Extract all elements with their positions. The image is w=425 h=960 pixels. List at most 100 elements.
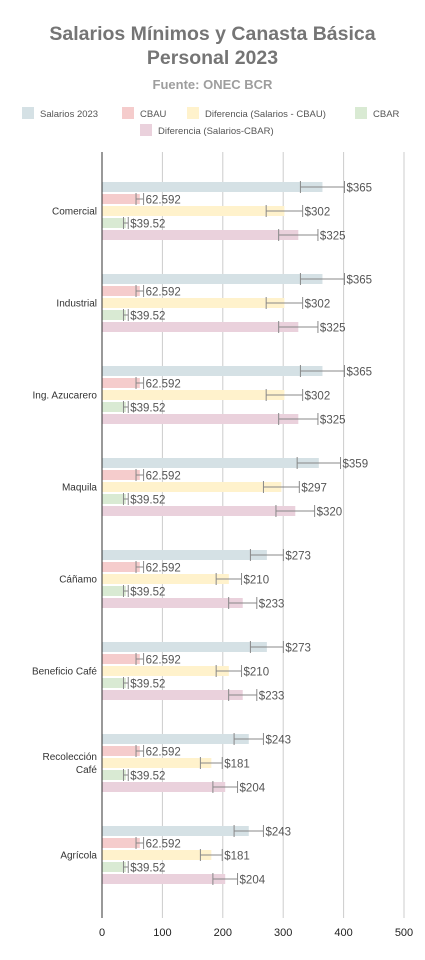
bar-cbar-industrial: [102, 310, 126, 320]
data-label-diferencia-salarios-cbar-comercial: $325: [320, 231, 346, 243]
legend-label-diferencia-salarios-cbar: Diferencia (Salarios-CBAR): [158, 126, 274, 137]
bar-diferencia-salarios-cbau-ing-azucarero: [102, 390, 285, 400]
data-label-cbar-canamo: $39.52: [130, 587, 165, 599]
bar-diferencia-salarios-cbau-recoleccion-cafe: [102, 758, 212, 768]
category-label-maquila: Maquila: [62, 483, 97, 494]
data-label-cbau-canamo: 62.592: [146, 563, 181, 575]
data-label-salarios-2023-canamo: $273: [285, 551, 311, 563]
bar-diferencia-salarios-cbar-industrial: [102, 322, 299, 332]
legend: Salarios 2023 CBAU Diferencia (Salarios - …: [22, 107, 400, 137]
category-label-canamo: Cáñamo: [59, 575, 97, 586]
legend-swatch-diferencia-salarios-cbar: [140, 124, 152, 136]
x-axis-ticks: 0 100 200 300 400 500: [99, 927, 413, 939]
bar-diferencia-salarios-cbar-recoleccion-cafe: [102, 782, 226, 792]
bar-cbar-canamo: [102, 586, 126, 596]
data-label-diferencia-salarios-cbau-beneficio-cafe: $210: [244, 667, 270, 679]
x-tick-label-500: 500: [395, 927, 413, 939]
bar-cbau-industrial: [102, 286, 140, 296]
data-label-diferencia-salarios-cbau-industrial: $302: [305, 299, 331, 311]
data-label-salarios-2023-beneficio-cafe: $273: [285, 643, 311, 655]
bar-salarios-2023-recoleccion-cafe: [102, 734, 249, 744]
chart-subtitle: Fuente: ONEC BCR: [153, 77, 274, 92]
category-label-beneficio-cafe: Beneficio Café: [32, 667, 97, 678]
category-label-ing-azucarero: Ing. Azucarero: [33, 391, 98, 402]
data-label-salarios-2023-maquila: $359: [343, 459, 369, 471]
bar-diferencia-salarios-cbau-beneficio-cafe: [102, 666, 229, 676]
data-label-cbau-maquila: 62.592: [146, 471, 181, 483]
legend-label-salarios-2023: Salarios 2023: [40, 109, 98, 120]
chart-title-line-1: Salarios Mínimos y Canasta Básica: [49, 23, 375, 45]
bar-cbau-agricola: [102, 838, 140, 848]
data-label-cbau-agricola: 62.592: [146, 839, 181, 851]
data-label-salarios-2023-industrial: $365: [347, 275, 373, 287]
legend-swatch-cbar: [355, 107, 367, 119]
data-label-diferencia-salarios-cbar-agricola: $204: [240, 875, 266, 887]
data-label-cbar-industrial: $39.52: [130, 311, 165, 323]
bar-salarios-2023-agricola: [102, 826, 249, 836]
bar-diferencia-salarios-cbau-agricola: [102, 850, 212, 860]
category-label-recoleccion-cafe-line-2: Café: [76, 765, 98, 776]
bar-cbar-recoleccion-cafe: [102, 770, 126, 780]
chart-title-line-2: Personal 2023: [147, 47, 278, 69]
legend-swatch-diferencia-salarios-cbau: [187, 107, 199, 119]
data-label-cbau-ing-azucarero: 62.592: [146, 379, 181, 391]
legend-label-cbau: CBAU: [140, 109, 167, 120]
data-label-salarios-2023-recoleccion-cafe: $243: [265, 735, 291, 747]
bar-salarios-2023-beneficio-cafe: [102, 642, 267, 652]
category-label-industrial: Industrial: [56, 299, 97, 310]
data-label-diferencia-salarios-cbau-recoleccion-cafe: $181: [224, 759, 250, 771]
data-label-diferencia-salarios-cbar-canamo: $233: [259, 599, 285, 611]
data-label-salarios-2023-comercial: $365: [347, 183, 373, 195]
data-label-cbau-industrial: 62.592: [146, 287, 181, 299]
bar-cbau-comercial: [102, 194, 140, 204]
bar-cbau-beneficio-cafe: [102, 654, 140, 664]
category-label-recoleccion-cafe-line-1: Recolección: [43, 752, 97, 763]
data-label-diferencia-salarios-cbau-comercial: $302: [305, 207, 331, 219]
bar-diferencia-salarios-cbar-comercial: [102, 230, 299, 240]
data-label-diferencia-salarios-cbar-industrial: $325: [320, 323, 346, 335]
data-label-diferencia-salarios-cbar-maquila: $320: [317, 507, 343, 519]
bar-cbar-ing-azucarero: [102, 402, 126, 412]
data-label-cbau-beneficio-cafe: 62.592: [146, 655, 181, 667]
bar-diferencia-salarios-cbar-ing-azucarero: [102, 414, 299, 424]
legend-label-cbar: CBAR: [373, 109, 400, 120]
data-label-salarios-2023-ing-azucarero: $365: [347, 367, 373, 379]
bar-cbau-canamo: [102, 562, 140, 572]
data-label-diferencia-salarios-cbau-ing-azucarero: $302: [305, 391, 331, 403]
bar-salarios-2023-industrial: [102, 274, 323, 284]
bar-cbar-agricola: [102, 862, 126, 872]
legend-label-diferencia-salarios-cbau: Diferencia (Salarios - CBAU): [205, 109, 326, 120]
data-label-salarios-2023-agricola: $243: [265, 827, 291, 839]
category-label-comercial: Comercial: [52, 207, 97, 218]
data-label-diferencia-salarios-cbar-beneficio-cafe: $233: [259, 691, 285, 703]
x-tick-label-300: 300: [274, 927, 292, 939]
bar-cbar-beneficio-cafe: [102, 678, 126, 688]
x-tick-label-200: 200: [214, 927, 232, 939]
data-label-cbar-maquila: $39.52: [130, 495, 165, 507]
data-label-diferencia-salarios-cbar-recoleccion-cafe: $204: [240, 783, 266, 795]
data-label-cbau-recoleccion-cafe: 62.592: [146, 747, 181, 759]
data-label-cbar-agricola: $39.52: [130, 863, 165, 875]
bar-cbar-maquila: [102, 494, 126, 504]
bar-diferencia-salarios-cbar-beneficio-cafe: [102, 690, 243, 700]
bar-diferencia-salarios-cbau-industrial: [102, 298, 285, 308]
bar-diferencia-salarios-cbau-comercial: [102, 206, 285, 216]
data-label-cbar-beneficio-cafe: $39.52: [130, 679, 165, 691]
bar-diferencia-salarios-cbar-agricola: [102, 874, 226, 884]
bar-salarios-2023-ing-azucarero: [102, 366, 323, 376]
bar-diferencia-salarios-cbar-maquila: [102, 506, 296, 516]
x-tick-label-0: 0: [99, 927, 105, 939]
data-labels: $365 62.592 $302 $39.52 $325 $365 62.592 $302 $3…: [130, 183, 372, 887]
category-label-agricola: Agrícola: [60, 851, 97, 862]
bar-salarios-2023-canamo: [102, 550, 267, 560]
bar-salarios-2023-comercial: [102, 182, 323, 192]
bar-diferencia-salarios-cbau-maquila: [102, 482, 282, 492]
category-labels: Comercial Industrial Ing. Azucarero Maquila…: [32, 207, 97, 862]
bar-salarios-2023-maquila: [102, 458, 319, 468]
data-label-diferencia-salarios-cbar-ing-azucarero: $325: [320, 415, 346, 427]
x-tick-label-100: 100: [153, 927, 171, 939]
data-label-cbau-comercial: 62.592: [146, 195, 181, 207]
data-label-diferencia-salarios-cbau-canamo: $210: [244, 575, 270, 587]
bar-cbar-comercial: [102, 218, 126, 228]
